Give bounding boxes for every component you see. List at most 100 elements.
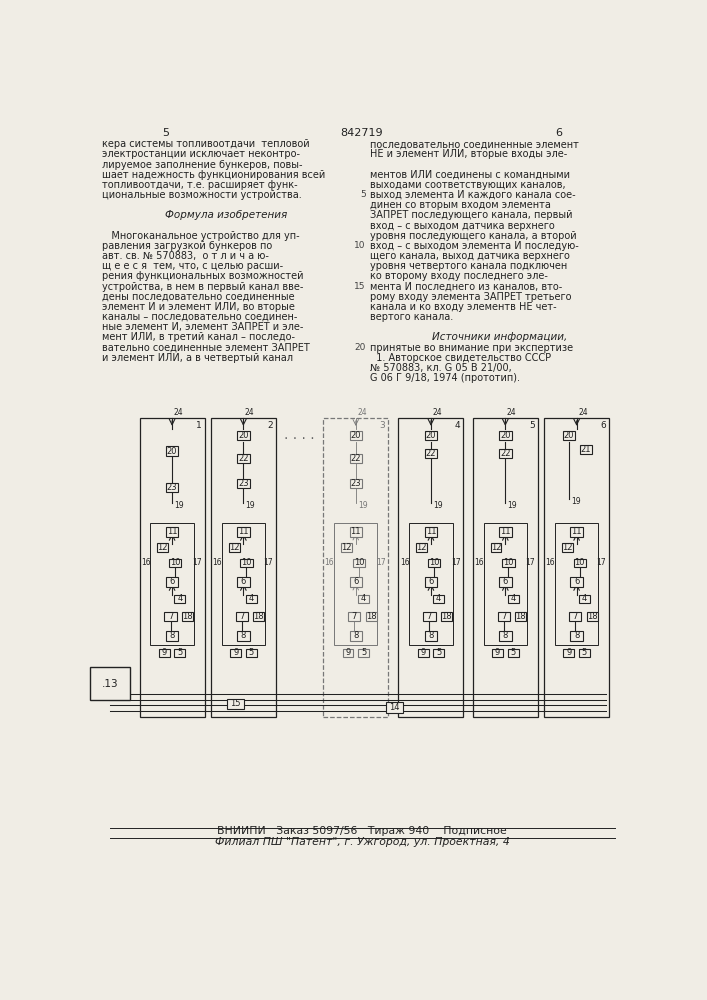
Text: 16: 16 xyxy=(141,558,151,567)
Text: 9: 9 xyxy=(421,648,426,657)
Text: 10: 10 xyxy=(354,241,366,250)
Text: 12: 12 xyxy=(158,543,168,552)
Bar xyxy=(166,483,178,492)
Bar xyxy=(571,577,583,587)
Text: 12: 12 xyxy=(491,543,501,552)
Bar xyxy=(425,431,437,440)
Text: 7: 7 xyxy=(168,612,173,621)
Text: 22: 22 xyxy=(238,454,249,463)
Text: кера системы топливоотдачи  тепловой: кера системы топливоотдачи тепловой xyxy=(103,139,310,149)
Bar xyxy=(386,702,403,713)
Text: 18: 18 xyxy=(182,612,193,621)
Bar xyxy=(499,577,512,587)
Text: ВНИИПИ   Заказ 5097/56   Тираж 940    Подписное: ВНИИПИ Заказ 5097/56 Тираж 940 Подписное xyxy=(217,826,507,836)
Text: 17: 17 xyxy=(192,558,201,567)
Text: 19: 19 xyxy=(175,501,184,510)
Text: 6: 6 xyxy=(574,578,579,586)
Text: 7: 7 xyxy=(239,612,245,621)
Text: 11: 11 xyxy=(238,527,249,536)
Text: Многоканальное устройство для уп-: Многоканальное устройство для уп- xyxy=(103,231,300,241)
Text: ко второму входу последнего эле-: ко второму входу последнего эле- xyxy=(370,271,548,281)
Text: 9: 9 xyxy=(566,648,571,657)
Text: 17: 17 xyxy=(451,558,460,567)
Text: вход – с выходом датчика верхнего: вход – с выходом датчика верхнего xyxy=(370,221,554,231)
Text: 10: 10 xyxy=(428,558,439,567)
Text: уровня четвертого канала подключен: уровня четвертого канала подключен xyxy=(370,261,567,271)
Text: 9: 9 xyxy=(495,648,500,657)
Text: элемент И и элемент ИЛИ, во вторые: элемент И и элемент ИЛИ, во вторые xyxy=(103,302,296,312)
Bar xyxy=(587,612,597,621)
Text: .13: .13 xyxy=(102,679,118,689)
Text: щ е е с я  тем, что, с целью расши-: щ е е с я тем, что, с целью расши- xyxy=(103,261,284,271)
Bar xyxy=(498,612,510,621)
Bar xyxy=(515,612,526,621)
Text: лируемое заполнение бункеров, повы-: лируемое заполнение бункеров, повы- xyxy=(103,160,303,170)
Text: 5: 5 xyxy=(529,421,534,430)
Text: 20: 20 xyxy=(500,431,510,440)
Bar xyxy=(353,559,365,567)
Bar xyxy=(563,649,574,657)
Text: 20: 20 xyxy=(351,431,361,440)
Text: 5: 5 xyxy=(582,648,587,657)
Text: 17: 17 xyxy=(264,558,273,567)
Text: 10: 10 xyxy=(575,558,585,567)
Text: 6: 6 xyxy=(170,578,175,586)
Text: 11: 11 xyxy=(167,527,177,536)
Text: 22: 22 xyxy=(500,449,510,458)
Bar xyxy=(164,612,177,621)
Text: каналы – последовательно соединен-: каналы – последовательно соединен- xyxy=(103,312,298,322)
Bar xyxy=(579,595,590,603)
Text: 15: 15 xyxy=(230,699,241,708)
Bar xyxy=(425,631,437,641)
Text: последовательно соединенные элемент: последовательно соединенные элемент xyxy=(370,139,578,149)
Bar xyxy=(579,649,590,657)
Text: 4: 4 xyxy=(582,594,587,603)
Bar xyxy=(169,559,182,567)
Bar xyxy=(492,649,503,657)
Text: 8: 8 xyxy=(240,631,246,640)
Bar xyxy=(159,649,170,657)
Text: 12: 12 xyxy=(562,543,573,552)
Bar xyxy=(433,649,444,657)
Bar xyxy=(237,527,250,537)
Bar xyxy=(175,595,185,603)
Text: 8: 8 xyxy=(170,631,175,640)
Text: рения функциональных возможностей: рения функциональных возможностей xyxy=(103,271,304,281)
Text: 14: 14 xyxy=(390,703,399,712)
Bar xyxy=(349,479,362,488)
Bar xyxy=(343,649,354,657)
Text: 11: 11 xyxy=(571,527,582,536)
Text: щего канала, выход датчика верхнего: щего канала, выход датчика верхнего xyxy=(370,251,570,261)
Bar xyxy=(349,454,362,463)
Text: 8: 8 xyxy=(574,631,579,640)
Bar xyxy=(499,527,512,537)
Bar xyxy=(555,523,598,645)
Bar xyxy=(166,527,178,537)
Text: 18: 18 xyxy=(515,612,526,621)
Text: уровня последующего канала, а второй: уровня последующего канала, а второй xyxy=(370,231,576,241)
Bar xyxy=(398,418,464,717)
Bar xyxy=(358,649,369,657)
Text: 4: 4 xyxy=(177,594,182,603)
Text: 20: 20 xyxy=(426,431,436,440)
Bar xyxy=(580,445,592,454)
Text: 18: 18 xyxy=(366,612,377,621)
Bar xyxy=(246,595,257,603)
Bar xyxy=(323,418,388,717)
Text: 7: 7 xyxy=(501,612,506,621)
Text: ментов ИЛИ соединены с командными: ментов ИЛИ соединены с командными xyxy=(370,170,570,180)
Bar xyxy=(484,523,527,645)
Text: 5: 5 xyxy=(510,648,515,657)
Text: 4: 4 xyxy=(455,421,460,430)
Bar xyxy=(240,559,252,567)
Bar xyxy=(222,523,265,645)
Text: 8: 8 xyxy=(503,631,508,640)
Bar xyxy=(491,543,501,552)
Text: 19: 19 xyxy=(358,501,368,510)
Text: 6: 6 xyxy=(555,128,562,138)
Text: 6: 6 xyxy=(240,578,246,586)
Text: выход элемента И каждого канала сое-: выход элемента И каждого канала сое- xyxy=(370,190,575,200)
Text: 19: 19 xyxy=(433,501,443,510)
Bar xyxy=(499,449,512,458)
Bar xyxy=(253,612,264,621)
